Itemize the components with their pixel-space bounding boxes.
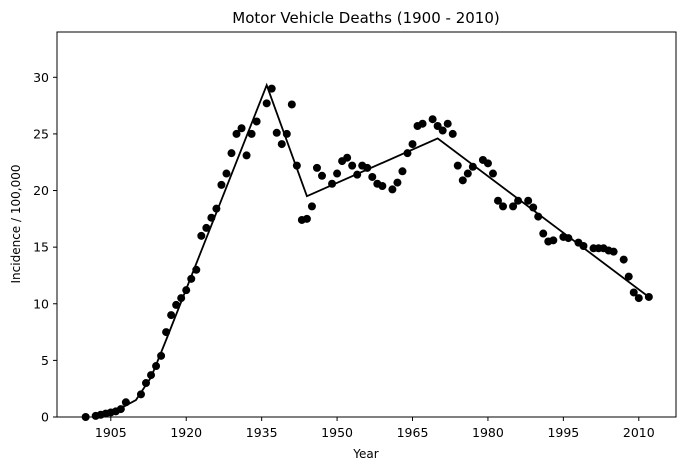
point xyxy=(524,196,533,205)
point xyxy=(514,196,523,205)
y-tick-label: 30 xyxy=(33,70,49,85)
point xyxy=(629,288,638,297)
point xyxy=(277,140,286,149)
x-tick-label: 2010 xyxy=(623,425,655,440)
point xyxy=(488,169,497,178)
point xyxy=(408,140,417,149)
point xyxy=(343,153,352,162)
point xyxy=(348,161,357,170)
y-tick-label: 20 xyxy=(33,183,49,198)
point xyxy=(267,84,276,93)
point xyxy=(438,126,447,135)
y-tick-label: 10 xyxy=(33,296,49,311)
x-tick-label: 1965 xyxy=(397,425,429,440)
x-tick-label: 1905 xyxy=(95,425,127,440)
point xyxy=(217,180,226,189)
point xyxy=(202,223,211,232)
point xyxy=(222,169,231,178)
point xyxy=(252,117,261,126)
point xyxy=(302,214,311,223)
plot-frame xyxy=(56,31,677,418)
point xyxy=(398,167,407,176)
point xyxy=(197,231,206,240)
x-axis-label: Year xyxy=(352,447,378,461)
point xyxy=(378,182,387,190)
x-tick-label: 1920 xyxy=(170,425,202,440)
point xyxy=(287,100,296,109)
point xyxy=(499,202,508,211)
chart-title: Motor Vehicle Deaths (1900 - 2010) xyxy=(232,9,499,27)
point xyxy=(549,236,558,245)
point xyxy=(272,128,281,137)
y-axis-label: Incidence / 100,000 xyxy=(9,165,23,284)
point xyxy=(333,169,342,178)
point xyxy=(483,159,492,168)
point xyxy=(619,255,628,264)
y-tick-label: 0 xyxy=(41,410,49,425)
y-tick-label: 15 xyxy=(33,240,49,255)
point xyxy=(368,172,377,181)
point xyxy=(509,202,518,211)
point xyxy=(167,311,176,320)
line xyxy=(110,82,650,415)
x-tick-label: 1935 xyxy=(246,425,278,440)
point xyxy=(307,202,316,211)
point xyxy=(453,161,462,170)
point xyxy=(458,176,467,185)
point xyxy=(247,129,256,138)
point xyxy=(317,171,326,180)
x-tick-label: 1950 xyxy=(321,425,353,440)
point xyxy=(428,115,437,124)
point xyxy=(242,151,251,160)
point xyxy=(237,124,246,133)
point xyxy=(393,178,402,187)
y-tick-label: 25 xyxy=(33,126,49,141)
point xyxy=(443,119,452,128)
point xyxy=(539,229,548,238)
point xyxy=(172,300,181,309)
point xyxy=(468,162,477,171)
y-tick-label: 5 xyxy=(41,353,49,368)
x-tick-label: 1980 xyxy=(472,425,504,440)
point xyxy=(418,119,427,128)
point xyxy=(609,247,618,256)
x-tick-label: 1995 xyxy=(547,425,579,440)
point xyxy=(262,99,271,108)
point xyxy=(388,185,397,194)
point xyxy=(624,272,633,281)
point xyxy=(448,129,457,138)
point xyxy=(227,149,236,158)
point xyxy=(634,294,643,303)
point xyxy=(312,163,321,172)
point xyxy=(493,196,502,205)
point xyxy=(232,129,241,138)
point xyxy=(463,169,472,178)
point xyxy=(579,242,588,251)
